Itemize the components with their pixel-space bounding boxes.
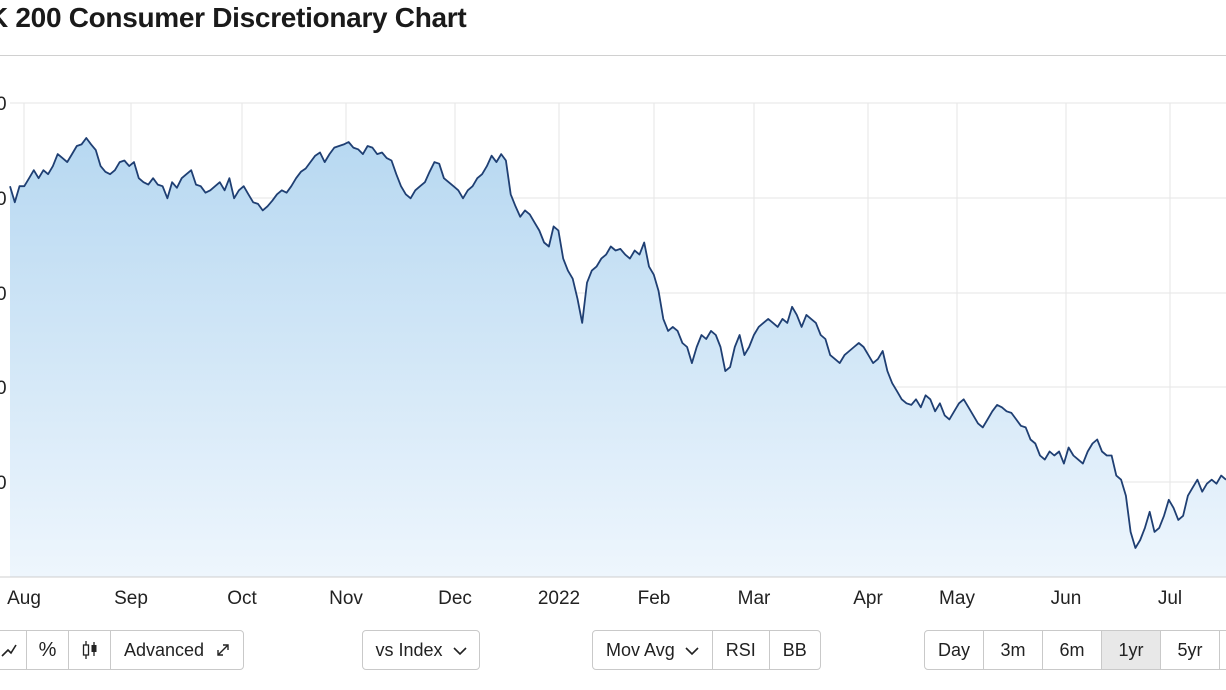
x-tick-label: Oct: [227, 588, 257, 609]
x-tick-label: Aug: [7, 588, 41, 609]
x-tick-label: 2022: [538, 588, 580, 609]
x-tick-label: Nov: [329, 588, 363, 609]
x-tick-label: Jun: [1051, 588, 1082, 609]
mov-avg-label: Mov Avg: [606, 639, 675, 660]
rsi-button[interactable]: RSI: [713, 631, 770, 669]
chevron-down-icon: [452, 640, 467, 661]
percent-button[interactable]: %: [27, 631, 69, 669]
advanced-label: Advanced: [124, 639, 205, 660]
range-more-button[interactable]: [1220, 631, 1226, 669]
y-tick-label: 0: [0, 189, 7, 210]
advanced-button[interactable]: Advanced: [111, 631, 243, 669]
price-chart[interactable]: 0 0 0 0 0 Aug Sep Oct Nov Dec 2022 Feb Mar Apr May Jun…: [0, 0, 1226, 625]
title-divider: [0, 55, 1226, 56]
range-day-button[interactable]: Day: [925, 631, 984, 669]
price-line: [9, 137, 1226, 549]
candlestick-button[interactable]: [69, 631, 111, 669]
range-3m-button[interactable]: 3m: [984, 631, 1043, 669]
y-tick-label: 0: [0, 473, 7, 494]
compare-label: vs Index: [375, 639, 443, 660]
x-tick-label: Mar: [738, 588, 771, 609]
y-tick-label: 0: [0, 94, 7, 115]
page-title: K 200 Consumer Discretionary Chart: [0, 2, 467, 33]
line-chart-button[interactable]: [0, 631, 27, 669]
expand-icon: [216, 643, 230, 657]
x-tick-label: Apr: [853, 588, 883, 609]
x-axis-ticks: Aug Sep Oct Nov Dec 2022 Feb Mar Apr May Jun Jul: [7, 588, 1182, 609]
chart-type-toolbar: % Advanced: [0, 630, 245, 670]
mov-avg-button[interactable]: Mov Avg: [593, 631, 713, 669]
range-toolbar: Day 3m 6m 1yr 5yr: [924, 630, 1226, 670]
x-tick-label: May: [939, 588, 975, 609]
price-area-fill: [10, 138, 1226, 577]
y-tick-label: 0: [0, 378, 7, 399]
range-1yr-button[interactable]: 1yr: [1102, 631, 1161, 669]
range-6m-button[interactable]: 6m: [1043, 631, 1102, 669]
y-tick-label: 0: [0, 284, 7, 305]
line-chart-icon: [0, 641, 18, 659]
x-tick-label: Sep: [114, 588, 148, 609]
indicators-toolbar: Mov Avg RSI BB: [592, 630, 821, 670]
bb-button[interactable]: BB: [782, 639, 807, 660]
compare-dropdown[interactable]: vs Index: [362, 630, 480, 670]
x-tick-label: Feb: [638, 588, 671, 609]
chevron-down-icon: [685, 640, 699, 661]
candlestick-icon: [81, 640, 99, 660]
y-axis-ticks: 0 0 0 0 0: [0, 94, 7, 494]
x-tick-label: Dec: [438, 588, 472, 609]
compare-select[interactable]: vs Index: [363, 631, 479, 669]
x-tick-label: Jul: [1158, 588, 1182, 609]
range-5yr-button[interactable]: 5yr: [1161, 631, 1220, 669]
